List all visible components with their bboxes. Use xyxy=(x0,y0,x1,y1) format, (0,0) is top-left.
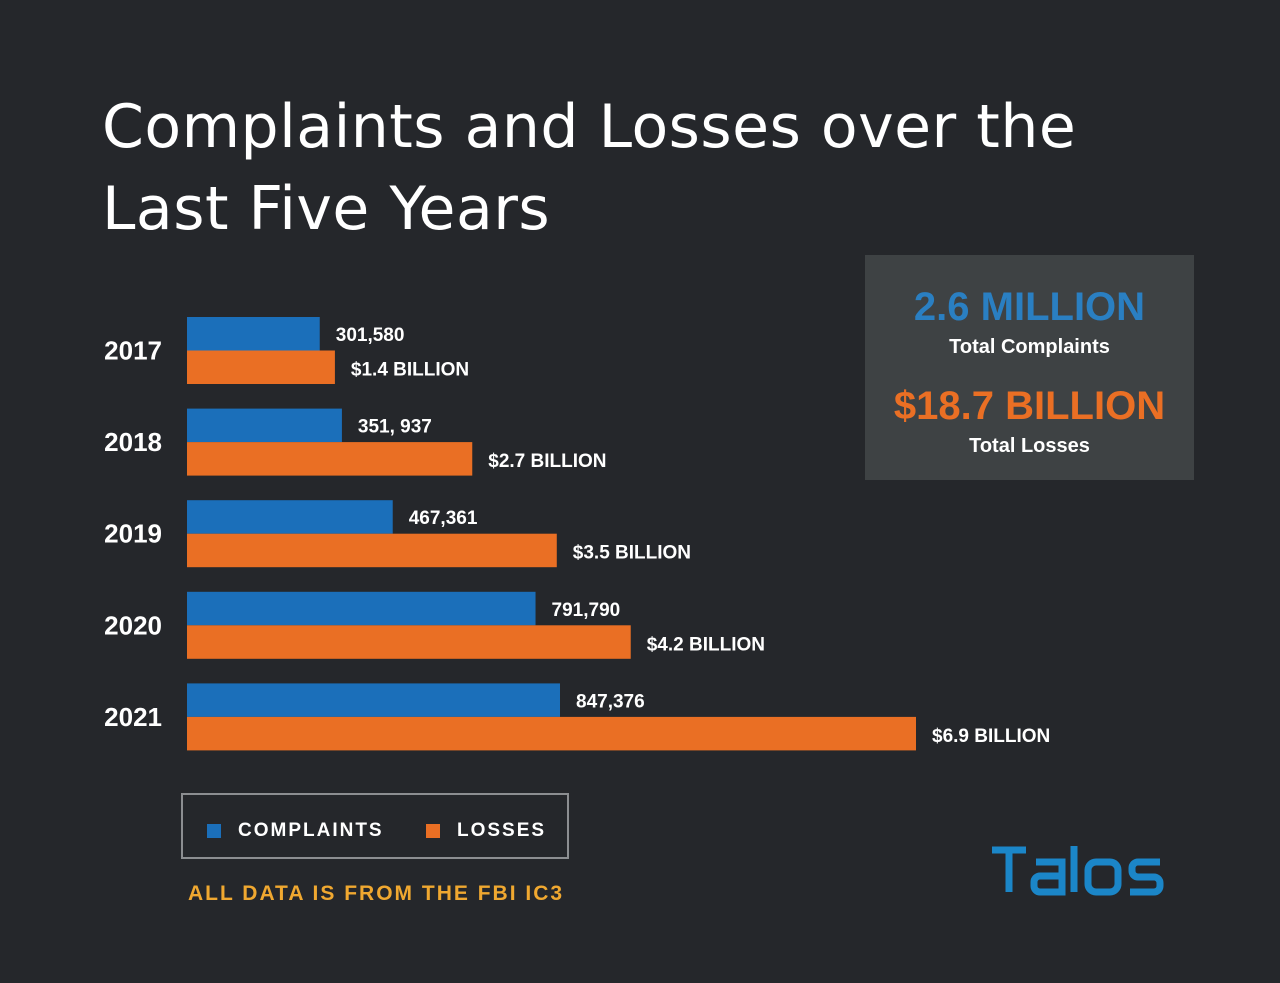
year-label: 2021 xyxy=(104,702,162,732)
complaints-bar xyxy=(187,317,320,351)
complaints-value-label: 791,790 xyxy=(552,600,621,621)
losses-bar xyxy=(187,533,557,568)
year-label: 2019 xyxy=(104,519,162,549)
losses-value-label: $1.4 BILLION xyxy=(351,360,469,381)
legend-swatch-complaints xyxy=(207,824,221,838)
complaints-value-label: 847,376 xyxy=(576,691,645,712)
losses-value-label: $3.5 BILLION xyxy=(573,543,691,564)
complaints-bar xyxy=(187,591,536,626)
legend-label-complaints: COMPLAINTS xyxy=(238,820,384,841)
legend-swatch-losses xyxy=(426,824,440,838)
complaints-value-label: 467,361 xyxy=(409,508,478,529)
talos-logo xyxy=(992,846,1164,896)
legend-label-losses: LOSSES xyxy=(457,820,547,841)
title-line-2: Last Five Years xyxy=(102,174,551,244)
source-note: ALL DATA IS FROM THE FBI IC3 xyxy=(188,882,565,905)
total-losses-value: $18.7 BILLION xyxy=(893,384,1166,428)
losses-value-label: $2.7 BILLION xyxy=(488,451,606,472)
legend-item-losses: LOSSES xyxy=(426,820,546,842)
losses-bar xyxy=(187,442,473,476)
chart-legend: COMPLAINTS LOSSES xyxy=(181,793,569,859)
complaints-bar xyxy=(187,500,393,534)
total-complaints-value: 2.6 MILLION xyxy=(913,285,1146,329)
total-losses-label: Total Losses xyxy=(969,435,1090,457)
year-label: 2020 xyxy=(104,610,162,640)
complaints-bar xyxy=(187,683,560,717)
losses-bar xyxy=(187,625,631,659)
losses-value-label: $4.2 BILLION xyxy=(647,634,765,655)
legend-item-complaints: COMPLAINTS xyxy=(207,820,384,842)
losses-bar xyxy=(187,350,335,384)
chart-title: Complaints and Losses over the Last Five… xyxy=(102,86,1152,250)
year-label: 2018 xyxy=(104,427,162,457)
title-line-1: Complaints and Losses over the xyxy=(102,92,1077,162)
total-complaints-label: Total Complaints xyxy=(949,336,1110,358)
losses-value-label: $6.9 BILLION xyxy=(932,726,1050,747)
totals-panel: 2.6 MILLION Total Complaints $18.7 BILLI… xyxy=(865,255,1194,480)
losses-bar xyxy=(187,716,916,751)
complaints-value-label: 351, 937 xyxy=(358,417,432,438)
year-label: 2017 xyxy=(104,336,162,366)
complaints-value-label: 301,580 xyxy=(336,325,405,346)
complaints-bar xyxy=(187,408,342,443)
